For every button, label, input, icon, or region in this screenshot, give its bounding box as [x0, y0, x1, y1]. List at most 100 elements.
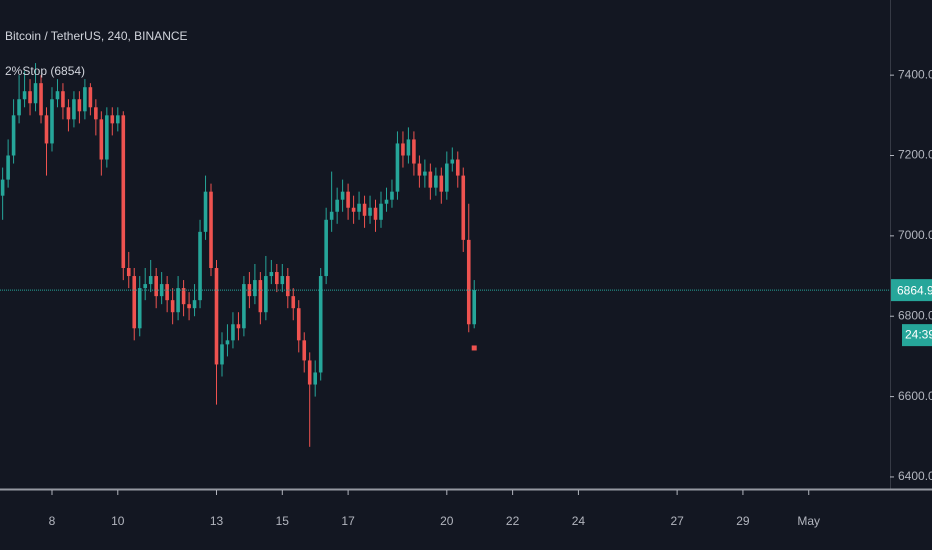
stop-marker [471, 345, 477, 351]
candle-body [296, 308, 301, 341]
candle-body [379, 203, 383, 220]
candle-body [148, 276, 153, 285]
candle-body [346, 191, 350, 208]
candle-body [55, 91, 60, 100]
candle-body [412, 139, 416, 164]
candle-body [225, 340, 230, 345]
x-tick-label: 17 [341, 514, 355, 528]
candle-body [110, 115, 115, 124]
candle-body [17, 99, 21, 116]
candle-body [187, 304, 191, 309]
candle-body [88, 87, 93, 108]
candle-body [33, 83, 38, 104]
candle-body [302, 340, 307, 361]
candle-body [280, 276, 285, 285]
candle-body [390, 191, 394, 200]
plot-area [0, 63, 477, 447]
candle-body [94, 107, 98, 120]
x-tick-label: 15 [276, 514, 290, 528]
candle-body [126, 268, 131, 277]
candle-body [231, 324, 235, 341]
candle-body [39, 83, 43, 116]
candle-body [170, 300, 175, 313]
candle-body [77, 99, 82, 112]
candle-body [335, 199, 339, 212]
candle-body [258, 280, 263, 313]
candle-body [154, 276, 158, 297]
candle-body [253, 280, 257, 297]
candle-body [247, 284, 252, 297]
candle-body [132, 276, 137, 329]
candle-body [22, 91, 27, 100]
candle-body [362, 203, 367, 216]
candle-body [192, 300, 197, 309]
countdown-box [902, 324, 932, 347]
candle-body [357, 203, 361, 212]
candle-body [340, 191, 345, 200]
candle-body [220, 344, 224, 365]
candle-body [307, 360, 312, 385]
candle-body [0, 179, 5, 196]
candle-body [368, 207, 372, 216]
candle-body [44, 115, 49, 144]
candle-body [214, 268, 219, 365]
candle-body [264, 276, 268, 313]
x-tick-label: 24 [572, 514, 586, 528]
candle-body [181, 288, 186, 305]
x-tick-label: 8 [49, 514, 56, 528]
candle-body [61, 91, 65, 108]
candle-body [384, 199, 389, 204]
candle-body [401, 143, 405, 156]
candle-body [373, 207, 378, 220]
candle-body [121, 115, 126, 269]
candle-body [406, 139, 411, 156]
candle-body [329, 211, 334, 220]
y-tick-label: 7400.00 [898, 67, 932, 81]
candle-body [461, 175, 466, 240]
candle-body [351, 207, 356, 212]
candle-body [434, 175, 438, 188]
candle-body [66, 107, 71, 120]
candle-body [417, 163, 422, 176]
candle-body [143, 284, 147, 289]
candle-body [72, 99, 76, 120]
candle-body [285, 276, 290, 297]
candle-body [472, 290, 477, 325]
candle-body [275, 272, 279, 285]
candle-body [291, 296, 296, 309]
x-tick-label: 20 [440, 514, 454, 528]
candle-body [318, 276, 323, 373]
y-tick-label: 7200.00 [898, 148, 932, 162]
y-tick-label: 6800.00 [898, 308, 932, 322]
candle-body [137, 288, 142, 329]
candle-body [50, 99, 54, 144]
candle-body [28, 91, 32, 104]
candle-body [165, 284, 169, 301]
candle-body [11, 115, 16, 156]
candle-body [450, 159, 455, 164]
candle-body [395, 143, 400, 192]
y-tick-label: 6400.00 [898, 469, 932, 483]
candle-body [203, 191, 208, 232]
candle-body [466, 239, 471, 325]
candle-body [99, 119, 104, 160]
candle-body [83, 87, 87, 112]
candle-body [428, 171, 433, 188]
last-price-box [891, 279, 932, 302]
x-tick-label: May [797, 514, 820, 528]
chart-title: Bitcoin / TetherUS, 240, BINANCE [5, 29, 188, 43]
candle-body [209, 191, 213, 269]
x-tick-label: 27 [670, 514, 684, 528]
x-tick-label: 13 [210, 514, 224, 528]
last-price-label: 6864.97 [897, 283, 932, 297]
y-tick-label: 6600.00 [898, 389, 932, 403]
x-tick-label: 10 [111, 514, 125, 528]
countdown-label: 24:39 [905, 327, 932, 341]
candle-body [236, 324, 241, 329]
candle-body [439, 175, 444, 192]
candle-body [455, 159, 460, 176]
candle-body [159, 284, 164, 297]
candle-body [6, 155, 10, 180]
